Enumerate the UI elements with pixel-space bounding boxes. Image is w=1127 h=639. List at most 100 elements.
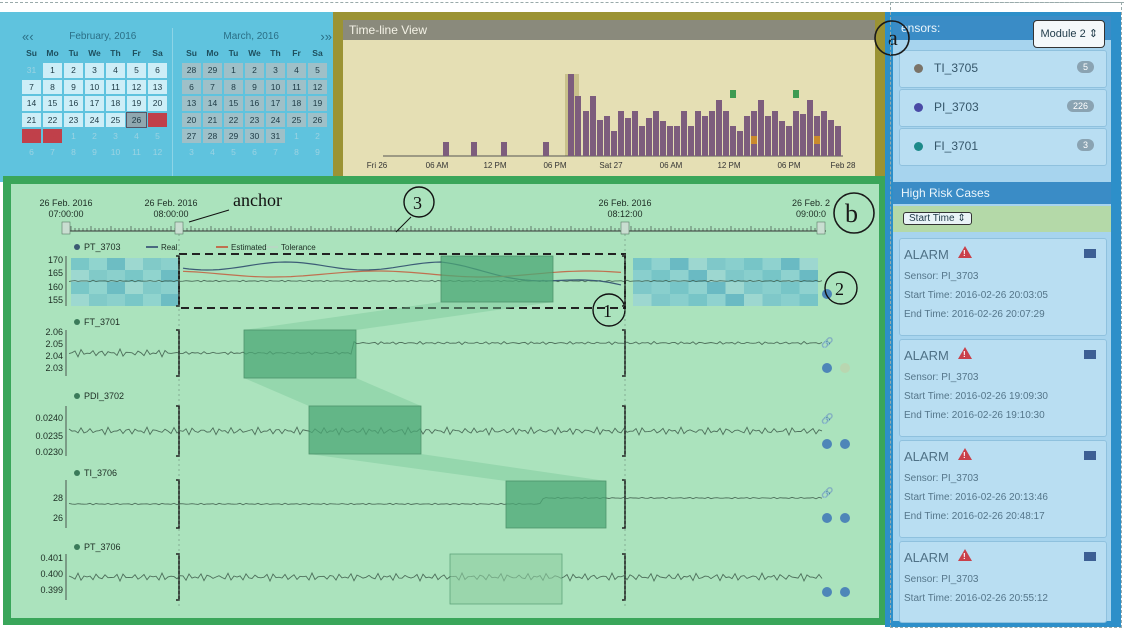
add-icon[interactable]	[822, 439, 832, 449]
timeline-bar[interactable]	[800, 114, 806, 156]
timeline-bar[interactable]	[543, 142, 549, 156]
timeline-bar[interactable]	[618, 111, 624, 156]
add-icon[interactable]	[822, 513, 832, 523]
remove-icon[interactable]	[840, 513, 850, 523]
calendar-day[interactable]: 31	[26, 65, 37, 76]
calendar-day[interactable]: 26	[126, 111, 147, 128]
timeline-bar[interactable]	[501, 142, 507, 156]
calendar-day[interactable]: 23	[64, 112, 83, 127]
calendar-day[interactable]: 9	[245, 79, 264, 95]
timeline-bar[interactable]	[716, 100, 722, 156]
calendar-day[interactable]: 7	[50, 147, 55, 158]
timeline-bar[interactable]	[688, 126, 694, 156]
timeline-histogram[interactable]: Fri 26 06 AM 12 PM 06 PM Sat 27 06 AM 12 PM 06 …	[343, 40, 875, 180]
calendar-day[interactable]: 4	[134, 130, 139, 141]
timeline-bar[interactable]	[695, 111, 701, 156]
calendar-day[interactable]: 12	[308, 79, 327, 95]
timeline-bar[interactable]	[583, 111, 589, 156]
calendar-day[interactable]: 27	[182, 128, 201, 144]
ruler-handle[interactable]	[620, 221, 630, 235]
module-select[interactable]: Module 2 ⇕	[1033, 20, 1105, 48]
calendar-day[interactable]: 20	[148, 96, 167, 111]
timeline-bar[interactable]	[653, 111, 659, 156]
calendar-day[interactable]: 29	[43, 128, 62, 144]
sensor-item[interactable]: TI_3705 5	[899, 50, 1107, 88]
calendar-day[interactable]: 27	[148, 112, 167, 127]
calendar-day[interactable]: 1	[71, 130, 76, 141]
calendar-day[interactable]: 10	[110, 147, 121, 158]
match-box[interactable]	[243, 329, 357, 379]
timeline-bar[interactable]	[765, 116, 771, 156]
calendar-day[interactable]: 3	[85, 63, 104, 78]
calendar-day[interactable]: 7	[203, 79, 222, 95]
range-bracket[interactable]	[622, 329, 626, 377]
timeline-bar[interactable]	[674, 126, 680, 156]
calendar-day[interactable]: 16	[64, 96, 83, 111]
calendar-day[interactable]: 9	[315, 147, 320, 158]
calendar-day[interactable]: 11	[106, 79, 125, 95]
calendar-day[interactable]: 15	[43, 96, 62, 111]
calendar-day[interactable]: 8	[71, 147, 76, 158]
timeline-bar[interactable]	[639, 126, 645, 156]
calendar-day[interactable]: 13	[148, 79, 167, 95]
prev-month-icon[interactable]: ‹	[29, 28, 34, 44]
calendar-day[interactable]: 7	[22, 79, 41, 95]
sort-select[interactable]: Start Time ⇕	[903, 212, 972, 225]
match-box[interactable]	[440, 255, 554, 303]
calendar-day[interactable]: 28	[182, 63, 201, 78]
timeline-bar[interactable]	[568, 74, 574, 156]
calendar-day[interactable]: 11	[287, 79, 306, 95]
alarm-card[interactable]: ALARM ! Sensor: PI_3703 Start Time: 2016…	[899, 440, 1107, 538]
timeline-bar[interactable]	[597, 120, 603, 156]
calendar-day[interactable]: 28	[22, 128, 41, 144]
calendar-day[interactable]: 2	[92, 130, 97, 141]
timeline-bar[interactable]	[471, 142, 477, 156]
calendar-day[interactable]: 21	[22, 112, 41, 127]
calendar-day[interactable]: 25	[106, 112, 125, 127]
link-icon[interactable]: 🔗	[821, 486, 834, 499]
calendar-day[interactable]: 6	[148, 63, 167, 78]
flag-icon[interactable]	[1084, 350, 1096, 359]
calendar-day[interactable]: 4	[287, 63, 306, 78]
timeline-bar[interactable]	[793, 111, 799, 156]
calendar-day[interactable]: 15	[224, 96, 243, 111]
calendar-day[interactable]: 4	[210, 147, 215, 158]
calendar-day[interactable]: 25	[287, 112, 306, 127]
timeline-bar[interactable]	[604, 116, 610, 156]
timeline-bar[interactable]	[443, 142, 449, 156]
timeline-bar[interactable]	[758, 100, 764, 156]
timeline-bar[interactable]	[828, 120, 834, 156]
calendar-day[interactable]: 1	[224, 63, 243, 78]
timeline-bar[interactable]	[835, 126, 841, 156]
calendar-day[interactable]: 9	[92, 147, 97, 158]
timeline-bar[interactable]	[667, 126, 673, 156]
timeline-bar[interactable]	[575, 96, 581, 156]
timeline-bar[interactable]	[681, 111, 687, 156]
calendar-day[interactable]: 26	[308, 112, 327, 127]
calendar-day[interactable]: 31	[266, 128, 285, 144]
remove-icon[interactable]	[840, 587, 850, 597]
timeline-bar[interactable]	[744, 116, 750, 156]
timeline-bar[interactable]	[723, 111, 729, 156]
calendar-day[interactable]: 5	[127, 63, 146, 78]
calendar-day[interactable]: 12	[127, 79, 146, 95]
calendar-day[interactable]: 5	[231, 147, 236, 158]
calendar-day[interactable]: 24	[266, 112, 285, 127]
remove-icon[interactable]	[840, 363, 850, 373]
match-box[interactable]	[308, 405, 422, 455]
flag-icon[interactable]	[1084, 249, 1096, 258]
prev-year-icon[interactable]: «	[22, 28, 30, 44]
calendar-day[interactable]: 2	[315, 130, 320, 141]
calendar-day[interactable]: 13	[182, 96, 201, 111]
next-month-icon[interactable]: ›	[320, 28, 325, 44]
calendar-day[interactable]: 21	[203, 112, 222, 127]
calendar-day[interactable]: 3	[189, 147, 194, 158]
calendar-day[interactable]: 6	[29, 147, 34, 158]
match-box[interactable]	[449, 553, 563, 605]
alarm-card[interactable]: ALARM ! Sensor: PI_3703 Start Time: 2016…	[899, 238, 1107, 336]
add-icon[interactable]	[822, 289, 832, 299]
ruler-handle[interactable]	[61, 221, 71, 235]
calendar-day[interactable]: 1	[43, 63, 62, 78]
calendar-day[interactable]: 3	[113, 130, 118, 141]
timeline-bar[interactable]	[807, 100, 813, 156]
